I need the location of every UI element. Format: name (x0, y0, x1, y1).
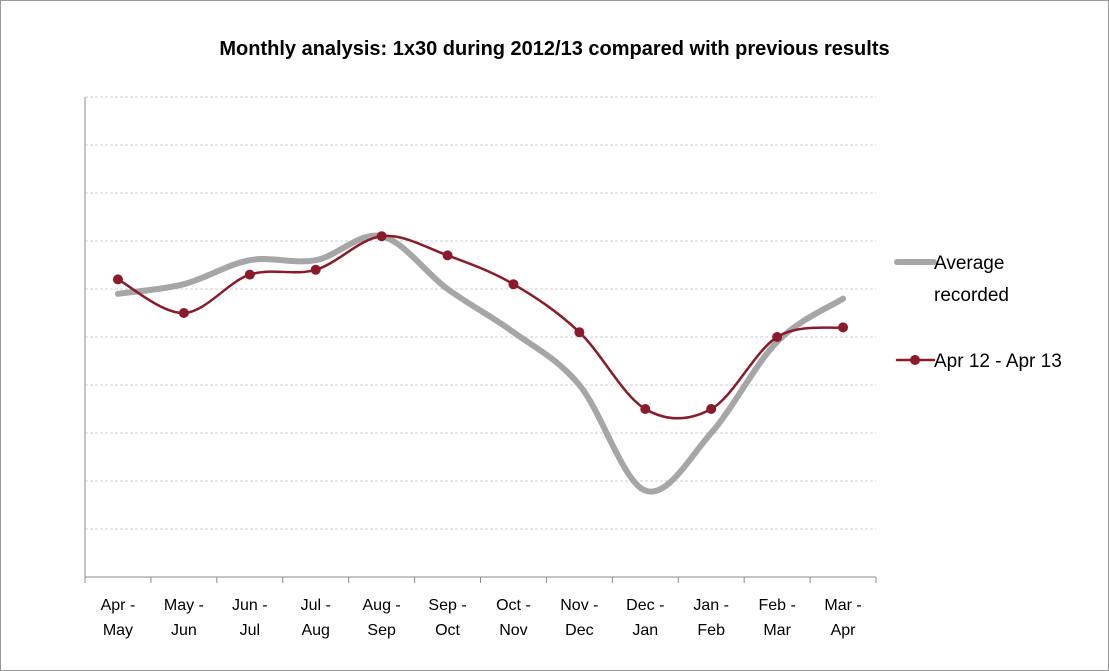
series-lines (112, 231, 849, 495)
x-tick-label-line: Dec - (626, 597, 664, 614)
series-point (772, 332, 783, 342)
x-tick-label-line: Mar (763, 622, 791, 639)
legend-marker (910, 355, 920, 365)
x-tick-label-line: Jul (240, 622, 260, 639)
x-tick-label-line: Aug - (363, 597, 401, 614)
x-tick-label: Jul - Aug (301, 597, 331, 639)
x-tick-label: Jan - Feb (693, 597, 729, 639)
x-tick-label-line: Nov - (560, 597, 598, 614)
series-point (574, 327, 585, 338)
x-tick-label-line: Apr - (101, 597, 136, 614)
x-tick-label-line: May (103, 622, 133, 639)
x-tick-label-line: Jun - (232, 597, 268, 614)
x-tick-label-line: May - (164, 597, 204, 614)
series-point (706, 404, 717, 414)
legend-label-1: Average recorded (934, 253, 1009, 306)
series-point (442, 250, 453, 261)
gridlines (85, 96, 876, 530)
series-point (244, 269, 255, 280)
chart-title: Monthly analysis: 1x30 during 2012/13 co… (219, 38, 890, 60)
x-tick-label: Mar - Apr (824, 597, 861, 639)
x-tick-label-line: Feb - (758, 597, 795, 614)
x-tick-label-line: Oct - (496, 597, 531, 614)
x-tick-label: Dec - Jan (626, 597, 664, 639)
x-tick-label: Oct - Nov (496, 597, 531, 639)
series-point (178, 308, 189, 318)
x-tick-label-line: Feb (697, 622, 725, 639)
x-tick-label-line: Jan (632, 622, 658, 639)
x-tick-label-line: Nov (499, 622, 527, 639)
x-tick-label-line: Dec (565, 622, 593, 639)
legend-label-line: Apr 12 - Apr 13 (934, 351, 1062, 372)
x-tick-label-line: Oct (435, 622, 460, 639)
x-tick-label-line: Mar - (824, 597, 861, 614)
x-tick-label: Aug - Sep (363, 597, 401, 639)
x-tick-label-line: Jun (171, 622, 197, 639)
x-tick-label: Jun - Jul (232, 597, 268, 639)
series-line-2 (116, 234, 845, 420)
legend: Average recorded Apr 12 - Apr 13 (894, 253, 1062, 372)
series-point (112, 274, 123, 285)
x-tick-label-line: Sep (367, 622, 396, 639)
legend-label-line: recorded (934, 285, 1009, 306)
x-tick-label: Sep - Oct (428, 597, 466, 639)
x-tick-label: Feb - Mar (758, 597, 795, 639)
x-axis-tick-labels: Apr - May May - Jun Jun - Jul Jul - Aug Aug - Sep… (101, 597, 862, 639)
x-tick-label: Apr - May (101, 597, 136, 639)
legend-label-2: Apr 12 - Apr 13 (934, 351, 1062, 372)
series-point (310, 264, 321, 275)
x-tick-label: Nov - Dec (560, 597, 598, 639)
series-point (508, 279, 519, 290)
series-point (640, 404, 651, 414)
x-tick-label-line: Jul - (301, 597, 331, 614)
x-tick-label-line: Sep - (428, 597, 466, 614)
series-point (376, 231, 387, 242)
x-tick-label-line: Aug (301, 622, 329, 639)
x-tick-label: May - Jun (164, 597, 204, 639)
x-tick-label-line: Apr (831, 622, 857, 639)
series-point (838, 322, 849, 333)
series-line-1 (114, 232, 847, 495)
axes (84, 97, 877, 583)
legend-label-line: Average (934, 253, 1004, 274)
x-tick-label-line: Jan - (693, 597, 729, 614)
